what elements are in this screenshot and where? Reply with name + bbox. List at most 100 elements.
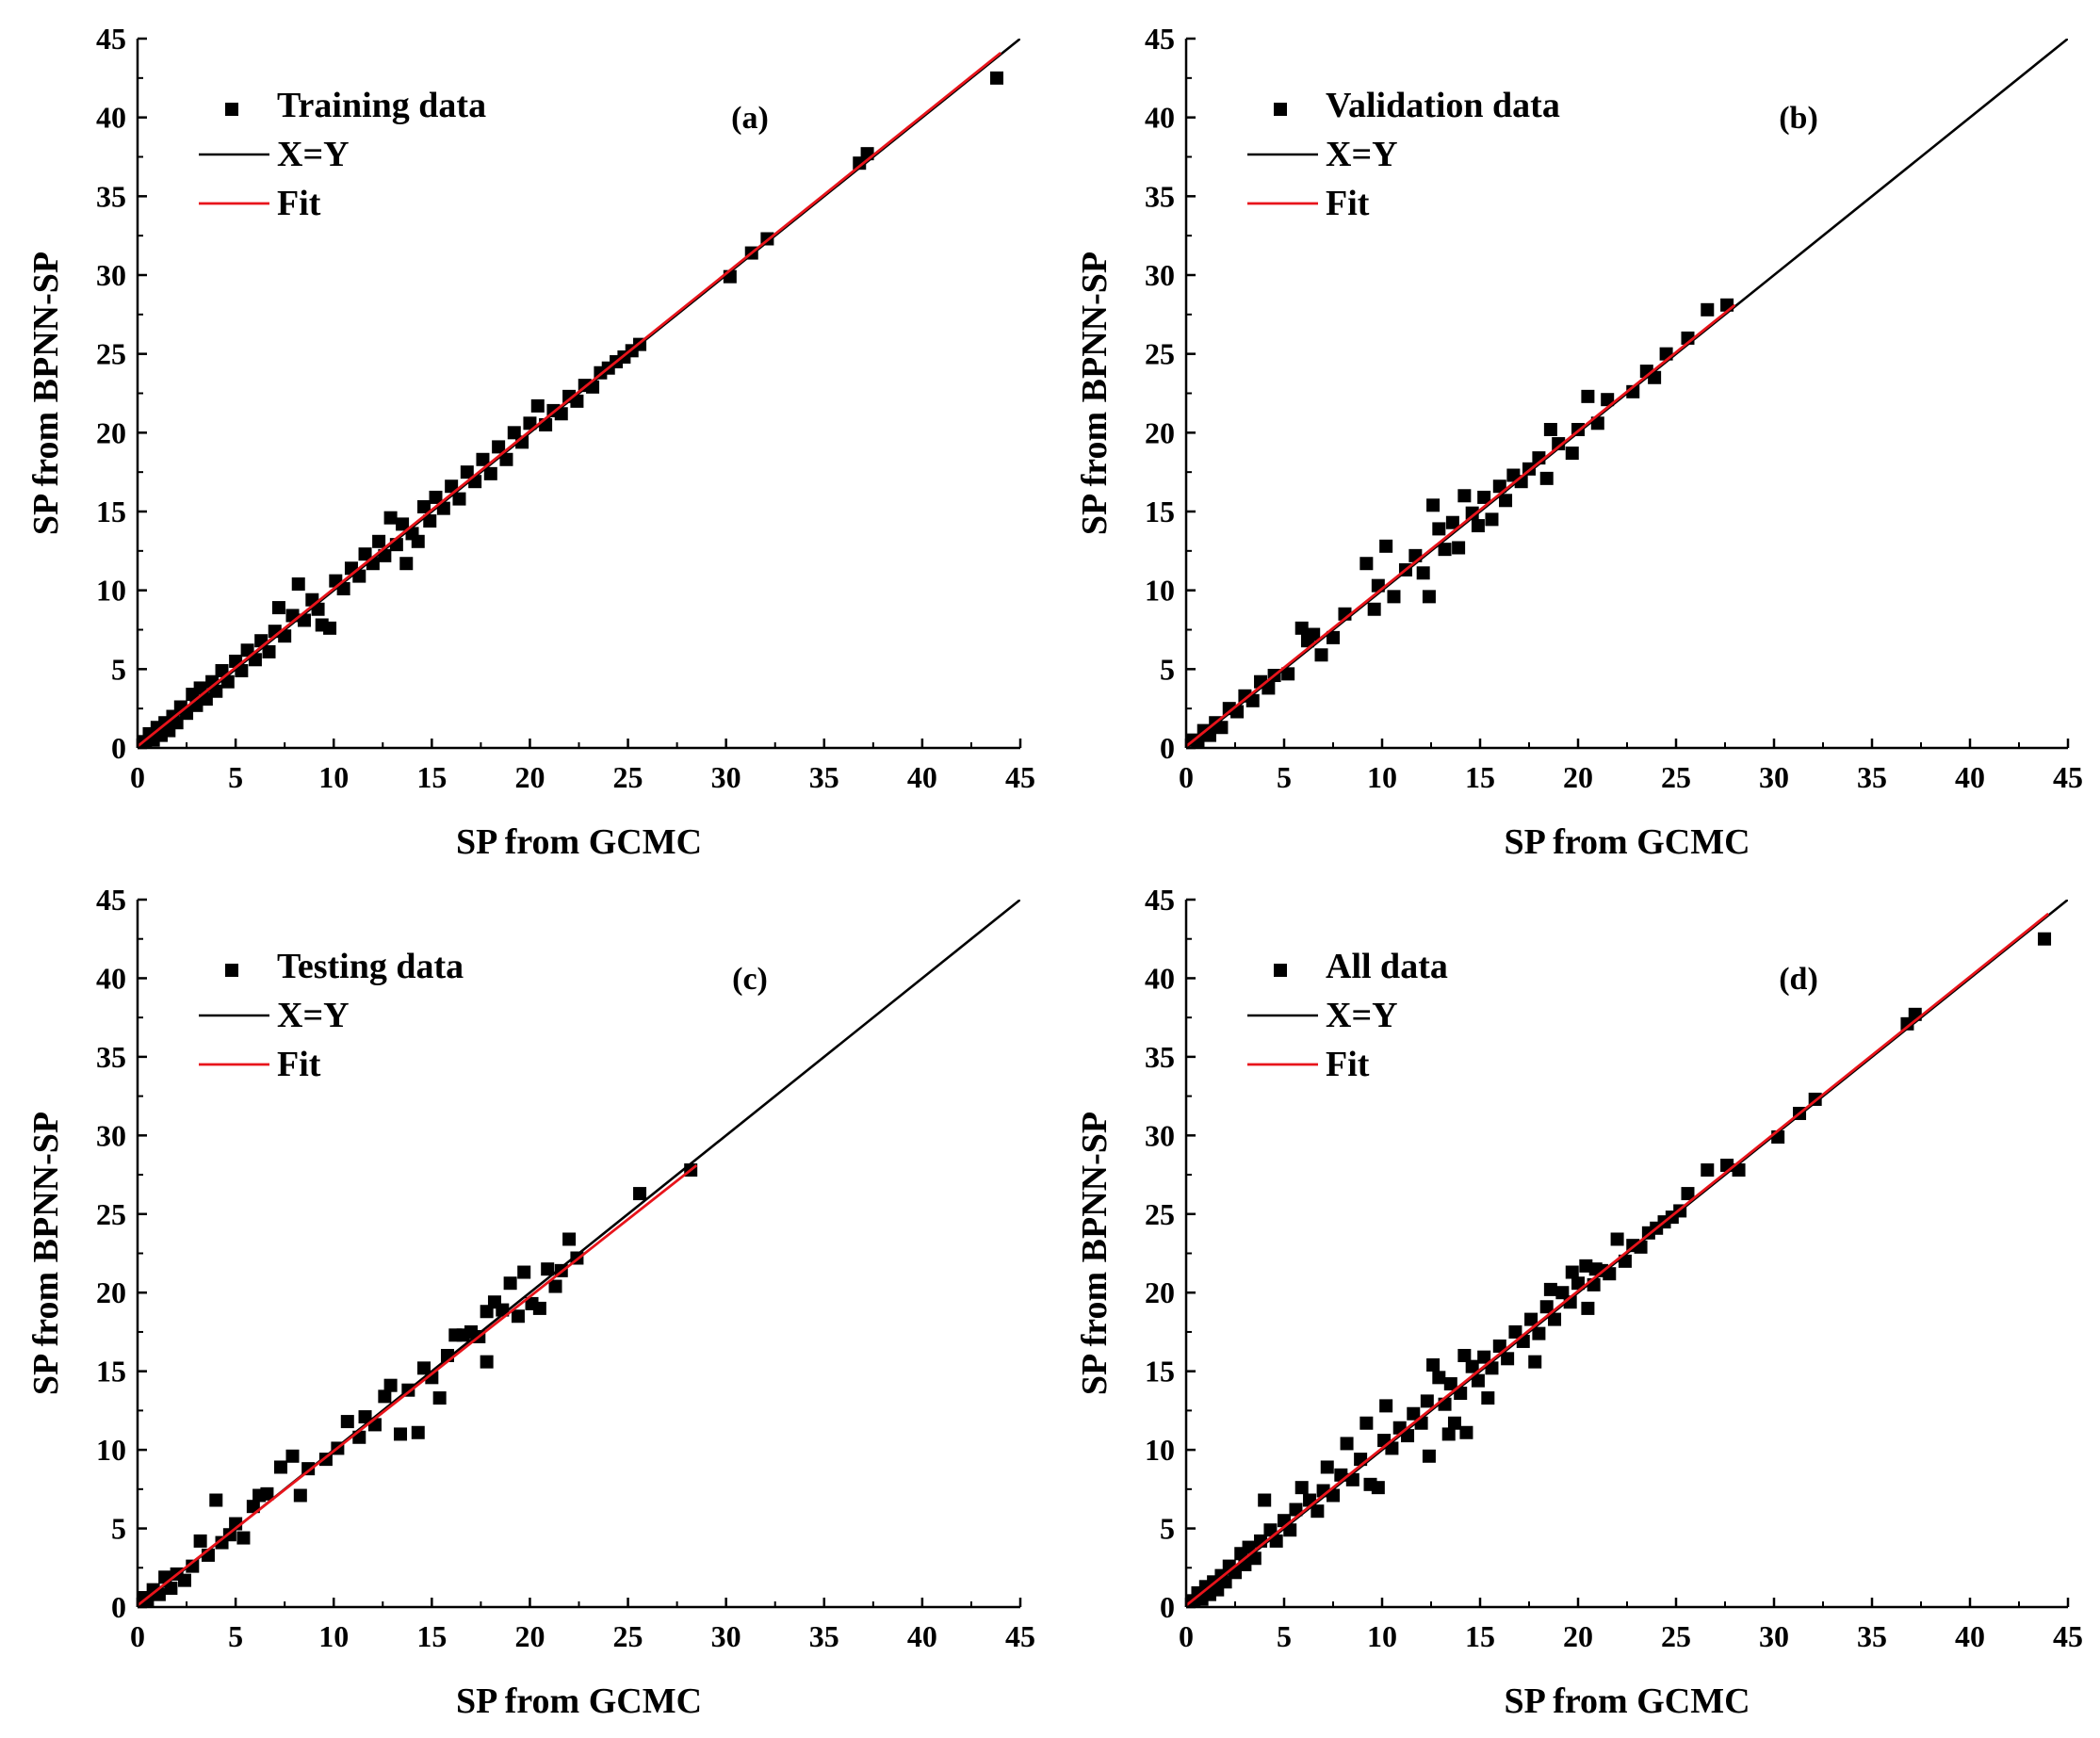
y-tick-label: 0 [111, 1590, 126, 1624]
x-tick-label: 40 [907, 760, 937, 794]
data-point [1565, 1265, 1579, 1279]
y-tick-label: 10 [1145, 1433, 1175, 1467]
data-point [336, 581, 350, 595]
data-point [2038, 932, 2052, 946]
data-point [548, 1279, 562, 1293]
data-point [1701, 1163, 1715, 1178]
data-point [372, 534, 386, 548]
data-point [1327, 630, 1340, 644]
data-point [1202, 728, 1216, 742]
data-point [215, 664, 229, 678]
data-point [1359, 1416, 1374, 1430]
data-points [1186, 932, 2052, 1607]
y-tick-label: 15 [1145, 1355, 1175, 1389]
data-point [1371, 1481, 1385, 1495]
y-tick-label: 15 [96, 1355, 126, 1389]
legend-entry-fit: Fit [1326, 1045, 1370, 1084]
x-tick-label: 5 [1277, 760, 1292, 794]
data-point [378, 1389, 392, 1404]
legend-entry-fit: Fit [277, 184, 321, 223]
legend-entry-data: Validation data [1326, 86, 1560, 125]
x-axis-title: SP from GCMC [1504, 822, 1750, 862]
data-point [1528, 1355, 1542, 1369]
data-point [541, 1262, 555, 1276]
panel-c: 0 5 10 15 20 25 30 35 40 45 0 5 10 15 20 25 30 35 40 45 SP f… [26, 883, 1035, 1721]
data-point [1187, 1597, 1201, 1607]
y-tick-label: 20 [96, 1275, 126, 1309]
data-point [1471, 519, 1485, 533]
data-point [1532, 1326, 1546, 1340]
data-point [1245, 693, 1260, 707]
data-point [1289, 1502, 1303, 1517]
y-axis-title: SP from BPNN-SP [1075, 252, 1115, 535]
y-axis-title: SP from BPNN-SP [26, 252, 66, 535]
data-point [1481, 1391, 1495, 1405]
fit-line [138, 51, 1002, 748]
data-point [1432, 1371, 1446, 1385]
legend-entry-data: Training data [277, 86, 486, 125]
x-tick-label: 30 [711, 760, 741, 794]
data-point [1345, 1472, 1359, 1486]
x-tick-label: 15 [1465, 1619, 1495, 1653]
data-point [1452, 541, 1466, 555]
data-point [1314, 648, 1328, 662]
y-tick-label: 5 [111, 652, 126, 686]
data-point [278, 629, 292, 643]
data-point [423, 514, 437, 528]
y-tick-label: 25 [1145, 1197, 1175, 1231]
data-point [293, 1488, 307, 1502]
data-point [1438, 543, 1452, 557]
data-point [1603, 1267, 1617, 1281]
x-tick-label: 5 [1277, 1619, 1292, 1653]
data-point [1465, 506, 1479, 520]
x-tick-label: 40 [907, 1619, 937, 1653]
data-point [1465, 1359, 1479, 1373]
data-point [1258, 1493, 1272, 1507]
x-tick-label: 40 [1955, 1619, 1985, 1653]
legend-entry-data: All data [1326, 947, 1448, 986]
data-point [445, 479, 459, 494]
data-point [248, 653, 262, 667]
data-point [499, 452, 513, 466]
x-tick-label: 35 [1857, 760, 1887, 794]
fit-line [138, 1163, 698, 1607]
data-point [177, 1573, 191, 1587]
data-point [340, 1415, 354, 1429]
y-tick-label: 10 [96, 574, 126, 608]
x-axis-title: SP from GCMC [1504, 1681, 1750, 1721]
data-point [570, 394, 584, 408]
y-tick-label: 5 [1160, 1512, 1175, 1546]
data-point [1422, 590, 1436, 604]
data-point [291, 577, 305, 591]
data-point [1447, 1416, 1461, 1430]
data-point [1327, 1488, 1340, 1502]
data-point [209, 684, 223, 698]
data-point [1681, 1187, 1695, 1201]
y-tick-label: 15 [1145, 495, 1175, 528]
x-tick-label: 20 [1563, 760, 1593, 794]
y-tick-label: 25 [96, 337, 126, 371]
x-tick-label: 35 [809, 760, 839, 794]
data-point [480, 1355, 494, 1369]
data-point [311, 602, 325, 616]
data-point [138, 738, 153, 748]
x-tick-label: 35 [1857, 1619, 1887, 1653]
data-point [436, 501, 450, 515]
data-point [1283, 1523, 1297, 1537]
y-tick-label: 20 [1145, 1275, 1175, 1309]
data-point [1379, 539, 1393, 553]
data-point [1294, 621, 1309, 635]
y-tick-label: 35 [96, 1040, 126, 1074]
data-point [352, 569, 366, 583]
data-point [1441, 1427, 1456, 1441]
data-point [990, 71, 1004, 85]
data-point [297, 613, 311, 627]
y-tick-label: 35 [1145, 179, 1175, 213]
data-point [1601, 393, 1615, 407]
data-point [1457, 1348, 1472, 1362]
y-axis-title: SP from BPNN-SP [26, 1112, 66, 1395]
y-tick-label: 25 [1145, 337, 1175, 371]
data-point [532, 1301, 546, 1315]
data-point [1459, 1425, 1473, 1439]
data-point [1242, 1540, 1256, 1554]
